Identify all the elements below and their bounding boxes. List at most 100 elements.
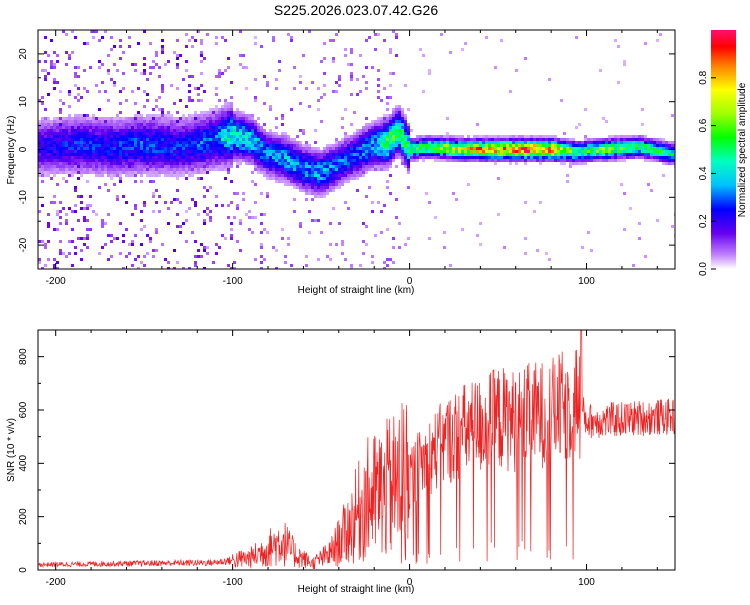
spectrogram-cell	[446, 153, 449, 156]
spectrogram-cell	[68, 165, 71, 168]
spectrogram-cell	[617, 153, 620, 156]
spectrogram-cell	[251, 162, 254, 165]
spectrogram-cell	[95, 129, 98, 132]
spectrogram-cell	[254, 153, 257, 156]
spectrogram-cell	[617, 150, 620, 153]
spectrogram-cell	[77, 120, 80, 123]
spectrogram-cell	[182, 165, 185, 168]
spectrogram-cell	[260, 153, 263, 156]
spectrogram-cell	[134, 258, 137, 261]
spectrogram-cell	[80, 129, 83, 132]
spectrogram-cell	[617, 156, 620, 159]
spectrogram-cell	[401, 147, 404, 150]
spectrogram-cell	[512, 141, 515, 144]
spectrogram-cell	[248, 156, 251, 159]
spectrogram-cell	[377, 162, 380, 165]
spectrogram-cell	[623, 147, 626, 150]
spectrogram-cell	[257, 117, 260, 120]
spectrogram-cell	[317, 99, 320, 102]
spectrogram-cell	[125, 129, 128, 132]
spectrogram-cell	[50, 120, 53, 123]
spectrogram-cell	[80, 138, 83, 141]
spectrogram-cell	[320, 153, 323, 156]
spectrogram-cell	[206, 246, 209, 249]
spectrogram-cell	[221, 132, 224, 135]
spectrogram-cell	[68, 207, 71, 210]
spectrogram-cell	[509, 135, 512, 138]
spectrogram-cell	[131, 147, 134, 150]
spectrogram-cell	[320, 192, 323, 195]
spectrogram-cell	[314, 129, 317, 132]
spectrogram-cell	[521, 141, 524, 144]
spectrogram-cell	[242, 123, 245, 126]
spectrogram-cell	[524, 150, 527, 153]
spectrogram-cell	[569, 141, 572, 144]
spectrogram-cell	[131, 117, 134, 120]
spectrogram-cell	[497, 150, 500, 153]
spectrogram-cell	[506, 147, 509, 150]
spectrogram-cell	[362, 174, 365, 177]
spectrogram-cell	[299, 168, 302, 171]
spectrogram-cell	[197, 165, 200, 168]
spectrogram-cell	[317, 183, 320, 186]
spectrogram-cell	[146, 165, 149, 168]
spectrogram-ytick-label: -10	[18, 190, 29, 205]
spectrogram-cell	[140, 165, 143, 168]
spectrogram-cell	[290, 177, 293, 180]
spectrogram-cell	[218, 69, 221, 72]
spectrogram-cell	[188, 132, 191, 135]
spectrogram-cell	[104, 153, 107, 156]
spectrogram-cell	[68, 153, 71, 156]
spectrogram-cell	[329, 180, 332, 183]
spectrogram-cell	[116, 129, 119, 132]
spectrogram-cell	[206, 189, 209, 192]
spectrogram-cell	[269, 141, 272, 144]
spectrogram-cell	[203, 222, 206, 225]
spectrogram-cell	[191, 117, 194, 120]
spectrogram-cell	[77, 147, 80, 150]
spectrogram-cell	[41, 144, 44, 147]
spectrogram-cell	[227, 114, 230, 117]
spectrogram-cell	[317, 165, 320, 168]
spectrogram-cell	[98, 141, 101, 144]
spectrogram-cell	[134, 180, 137, 183]
spectrogram-cell	[107, 99, 110, 102]
spectrogram-cell	[380, 129, 383, 132]
spectrogram-cell	[470, 159, 473, 162]
spectrogram-cell	[449, 138, 452, 141]
spectrogram-cell	[305, 171, 308, 174]
spectrogram-cell	[392, 159, 395, 162]
spectrogram-cell	[104, 168, 107, 171]
spectrogram-cell	[200, 168, 203, 171]
spectrogram-cell	[65, 120, 68, 123]
spectrogram-cell	[629, 147, 632, 150]
spectrogram-cell	[233, 132, 236, 135]
spectrogram-cell	[89, 138, 92, 141]
spectrogram-cell	[140, 243, 143, 246]
spectrogram-cell	[671, 147, 674, 150]
spectrogram-cell	[455, 144, 458, 147]
spectrogram-cell	[407, 153, 410, 156]
spectrogram-cell	[503, 159, 506, 162]
spectrogram-cell	[635, 150, 638, 153]
spectrogram-cell	[71, 123, 74, 126]
spectrogram-cell	[146, 162, 149, 165]
spectrogram-cell	[596, 138, 599, 141]
spectrogram-cell	[299, 225, 302, 228]
spectrogram-cell	[212, 129, 215, 132]
spectrogram-cell	[62, 168, 65, 171]
spectrogram-cell	[638, 147, 641, 150]
spectrogram-cell	[515, 138, 518, 141]
spectrogram-cell	[617, 81, 620, 84]
spectrogram-cell	[110, 129, 113, 132]
spectrogram-cell	[137, 87, 140, 90]
spectrogram-cell	[176, 150, 179, 153]
spectrogram-cell	[68, 120, 71, 123]
spectrogram-cell	[320, 96, 323, 99]
spectrogram-cell	[185, 147, 188, 150]
spectrogram-cell	[248, 138, 251, 141]
spectrogram-cell	[182, 135, 185, 138]
spectrogram-cell	[134, 174, 137, 177]
spectrogram-cell	[212, 114, 215, 117]
spectrogram-cell	[254, 156, 257, 159]
